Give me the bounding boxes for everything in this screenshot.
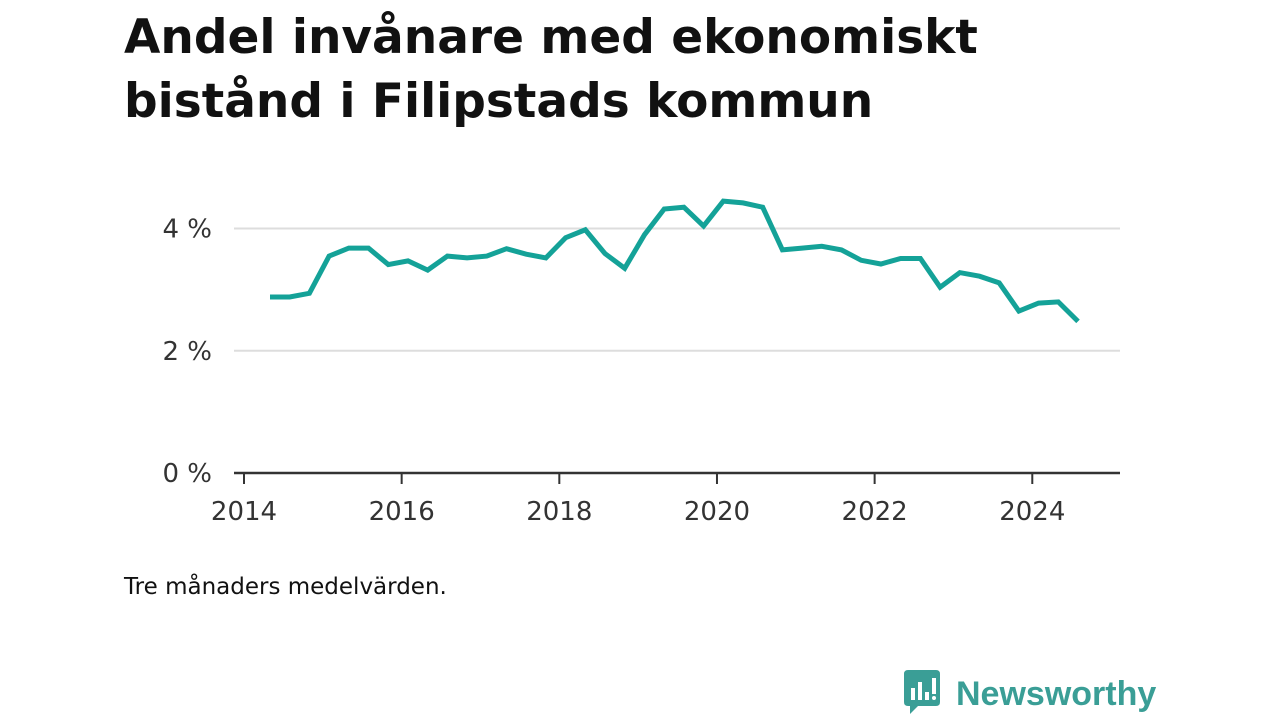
y-tick-label: 0 % [162,459,212,489]
data-point [445,254,450,259]
data-point [346,246,351,251]
data-point [622,266,627,271]
data-point [859,258,864,263]
data-point [386,262,391,267]
data-point [938,285,943,290]
data-point [839,247,844,252]
data-point [543,255,548,260]
data-point [524,252,529,257]
series-layer [268,198,1081,324]
chart-caption: Tre månaders medelvärden. [124,574,447,600]
data-point [268,295,273,300]
y-tick-label: 4 % [162,215,212,245]
data-point [484,254,489,259]
gridlines [234,227,1120,352]
data-point [800,246,805,251]
data-point [327,254,332,259]
data-point [662,207,667,212]
data-point [721,199,726,204]
y-tick-label: 2 % [162,337,212,367]
line-chart: 0 % 2 % 4 % 2014 2016 2018 2020 2022 2024 [162,198,1120,527]
data-point [563,235,568,240]
series-line [270,198,1080,324]
data-point [878,262,883,267]
data-point [642,232,647,237]
data-point [307,291,312,296]
x-tick-label: 2022 [842,497,908,527]
data-point [741,200,746,205]
data-point [465,255,470,260]
data-point [977,274,982,279]
data-point [701,224,706,229]
data-point [287,295,292,300]
data-point [918,256,923,261]
data-point [504,246,509,251]
data-point [898,256,903,261]
chart-title: Andel invånare med ekonomiskt bistånd i … [124,10,978,129]
brand-name: Newsworthy [956,674,1157,713]
x-tick-label: 2016 [369,497,435,527]
data-point [603,251,608,256]
x-tick-label: 2014 [211,497,277,527]
data-point [957,270,962,275]
data-point [819,244,824,249]
data-point [366,246,371,251]
data-point [760,205,765,210]
data-point [780,247,785,252]
data-point [425,268,430,273]
data-point [1016,309,1021,314]
x-tick-label: 2024 [999,497,1065,527]
x-tick-label: 2018 [526,497,592,527]
x-tick-label: 2020 [684,497,750,527]
data-point [997,280,1002,285]
brand-logo[interactable]: Newsworthy [902,668,1156,720]
data-point [406,258,411,263]
x-axis [234,471,1120,484]
data-point [1056,299,1061,304]
data-point [681,205,686,210]
y-tick-labels: 0 % 2 % 4 % [162,215,212,489]
data-point [1036,301,1041,306]
data-point [1076,319,1081,324]
bar-chart-speech-bubble-icon [902,668,942,720]
data-point [583,227,588,232]
x-tick-labels: 2014 2016 2018 2020 2022 2024 [211,497,1065,527]
